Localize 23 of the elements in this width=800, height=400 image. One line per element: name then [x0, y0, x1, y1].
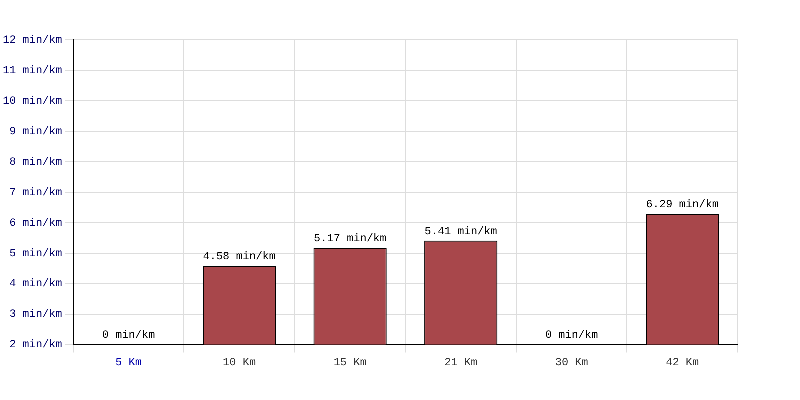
data-label: 6.29 min/km [646, 199, 720, 212]
x-tick-label: 42 Km [666, 357, 700, 370]
y-tick-label: 2 min/km [10, 340, 63, 352]
data-label: 5.17 min/km [314, 234, 388, 246]
y-tick-label: 6 min/km [10, 218, 63, 230]
text: 0 min/km [545, 330, 598, 342]
y-tick-label: 9 min/km [10, 126, 63, 138]
y-tick-label: 7 min/km [10, 187, 63, 200]
x-tick-label: 10 Km [223, 357, 256, 370]
data-label: 4.58 min/km [203, 252, 276, 264]
x-tick-label: 30 Km [555, 357, 589, 370]
y-tick-label: 3 min/km [10, 309, 63, 322]
data-label: 5.41 min/km [424, 226, 498, 238]
y-tick-label: 8 min/km [10, 156, 63, 169]
x-tick-label: 5 Km [116, 357, 142, 370]
text: 0 min/km [102, 330, 156, 342]
x-tick-label: 15 Km [334, 357, 368, 370]
y-tick-label: 11 min/km [2, 65, 63, 78]
y-tick-label: 5 min/km [10, 248, 63, 260]
y-tick-label: 4 min/km [10, 278, 63, 291]
x-tick-label: 21 Km [444, 357, 478, 370]
y-tick-label: 12 min/km [2, 34, 63, 47]
y-tick-label: 10 min/km [2, 96, 63, 108]
